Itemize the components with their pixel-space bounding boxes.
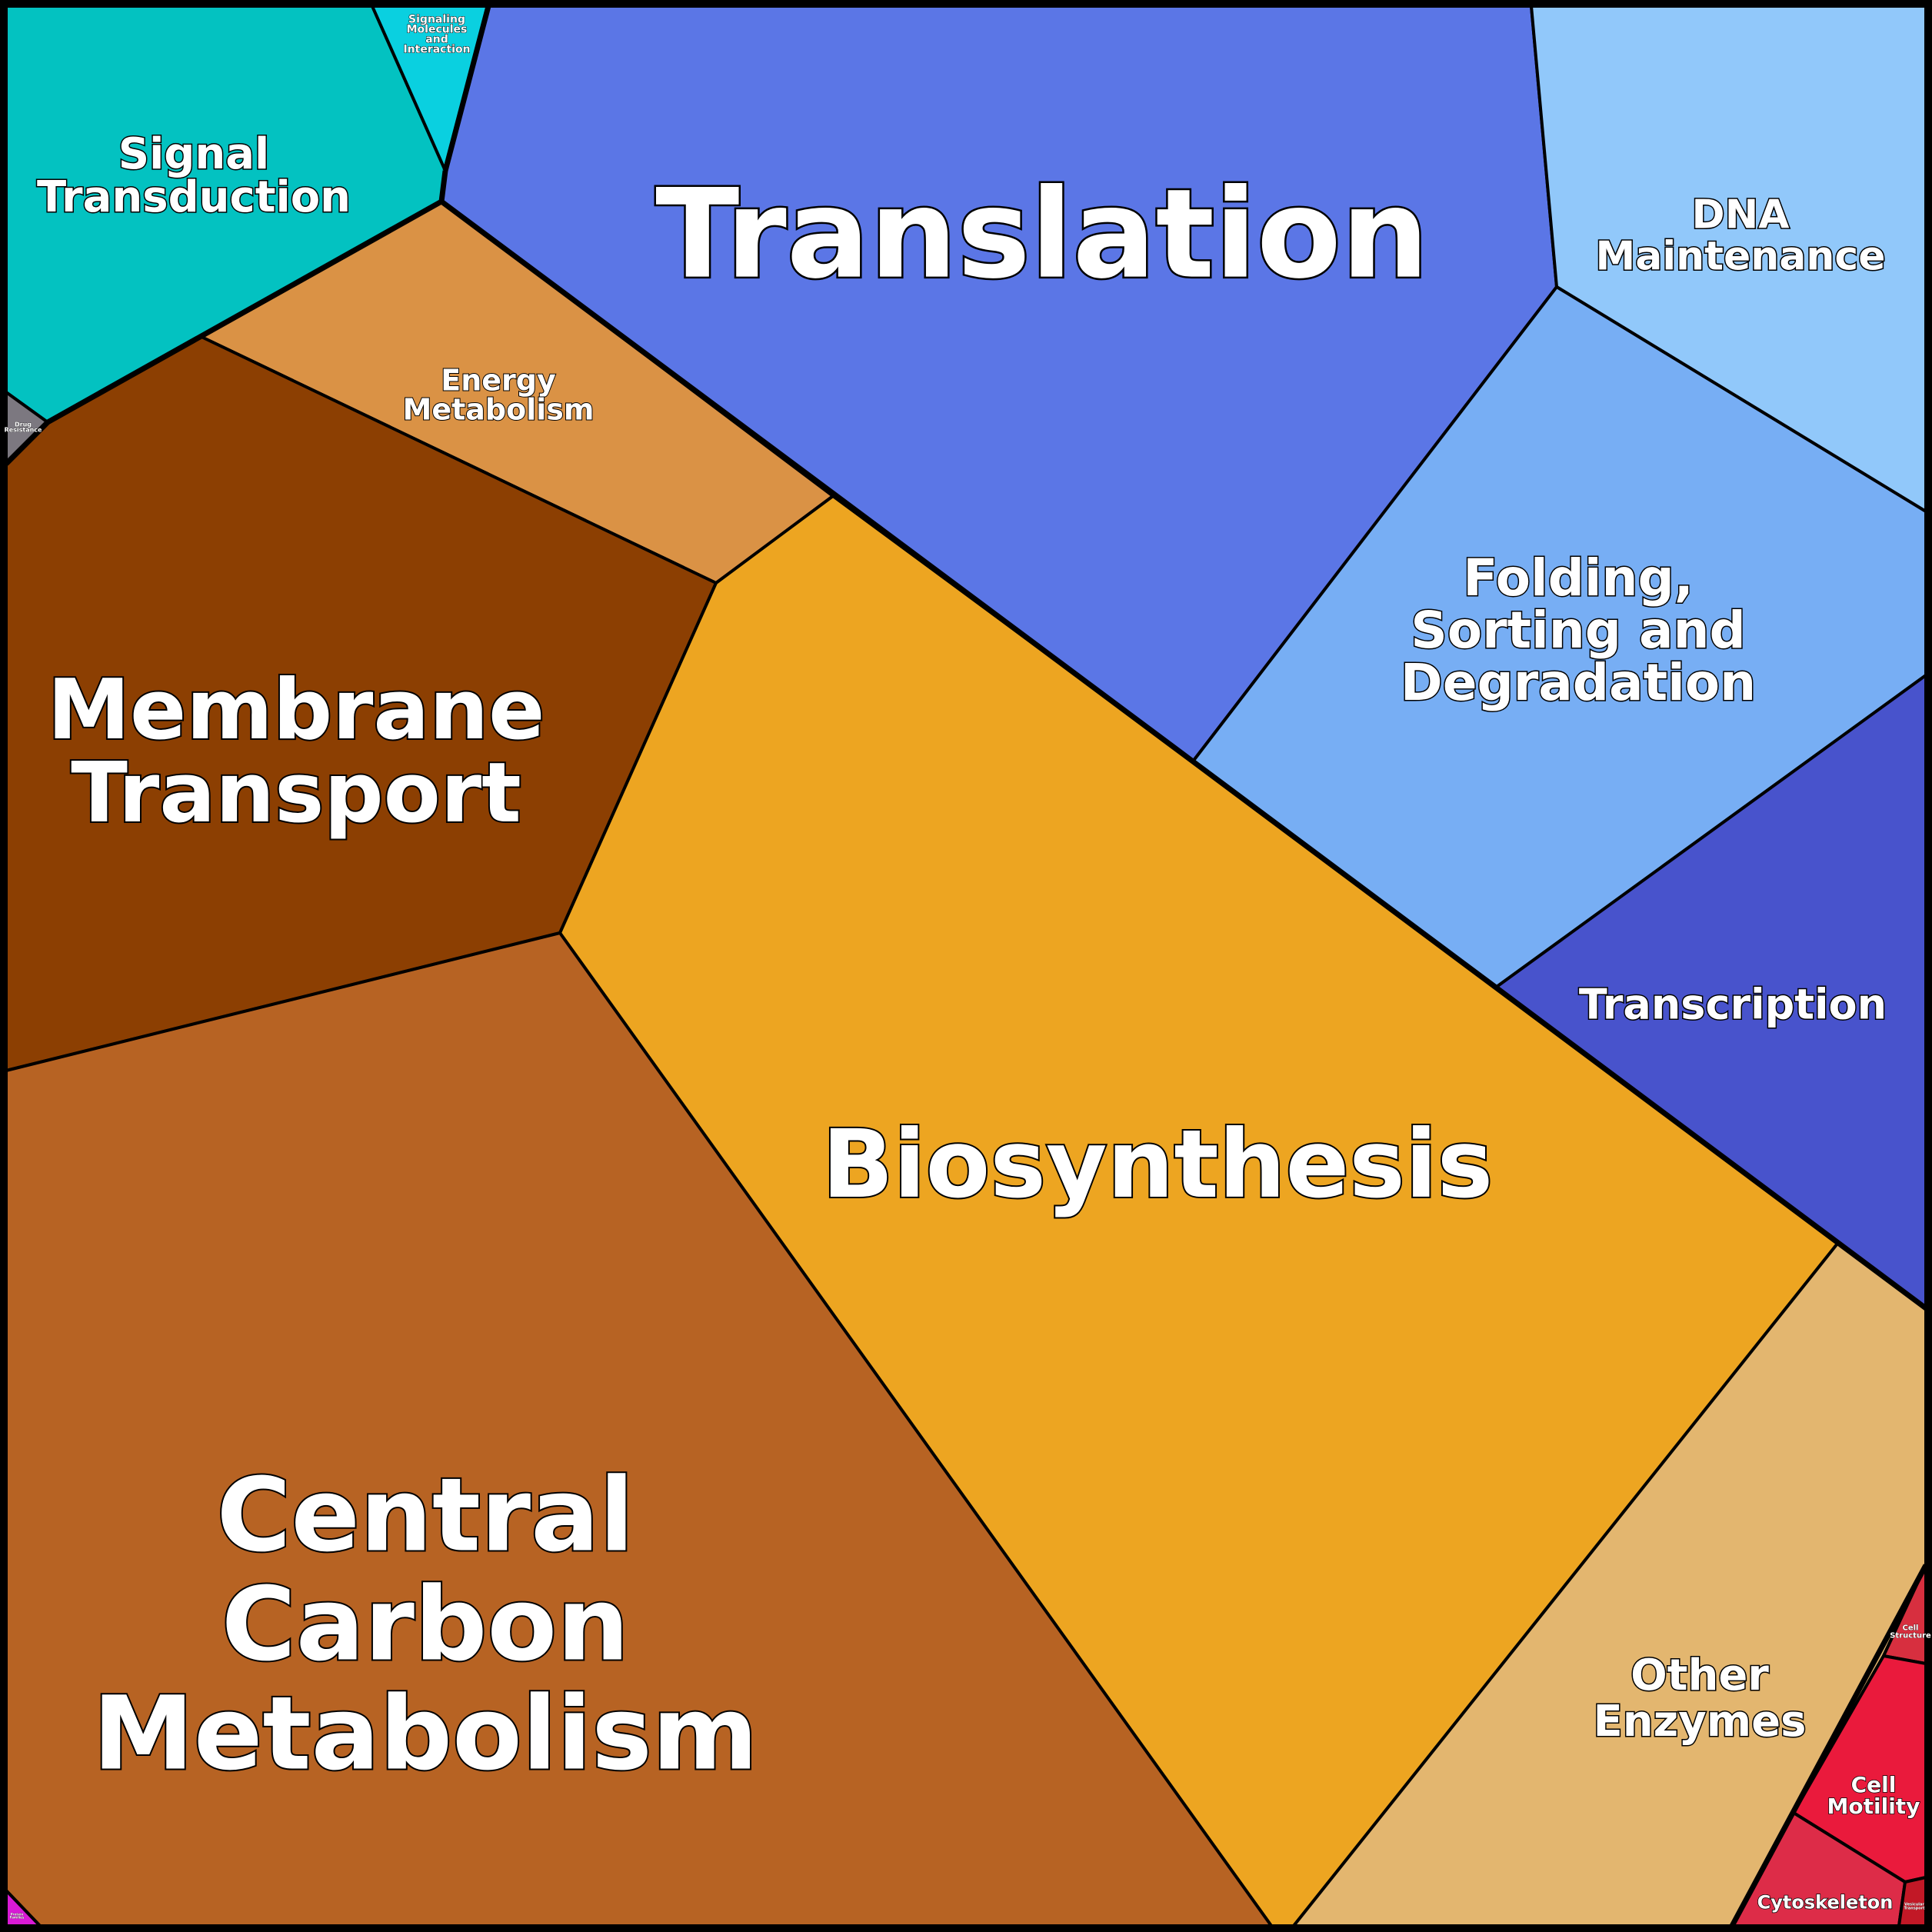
signal-transduction-label: Signal Transduction (37, 129, 351, 222)
magenta-corner-cell-label-line: Families (10, 1915, 25, 1919)
central-carbon-metabolism-label-line: Carbon (222, 1566, 629, 1684)
dna-maintenance-label-line: DNA (1692, 192, 1790, 238)
dna-maintenance-label-line: Maintenance (1595, 234, 1885, 280)
folding-sorting-degradation-label-line: Folding, (1463, 548, 1694, 608)
membrane-transport-label-line: Transport (71, 745, 521, 841)
transcription-label-line: Transcription (1579, 980, 1887, 1028)
biosynthesis-label-line: Biosynthesis (822, 1110, 1494, 1219)
membrane-transport-label-line: Membrane (48, 662, 545, 758)
biosynthesis-label: Biosynthesis (822, 1110, 1494, 1219)
other-enzymes-label-line: Other (1631, 1651, 1769, 1700)
signaling-molecules-label-line: Interaction (403, 44, 470, 56)
transcription-label: Transcription (1579, 980, 1887, 1028)
other-enzymes-label-line: Enzymes (1594, 1697, 1807, 1747)
cell-structure-label-line: Structure (1890, 1632, 1931, 1641)
vesicular-transport-label-line: Vesicular (1904, 1902, 1924, 1907)
cell-motility-label-line: Cell (1851, 1772, 1897, 1797)
energy-metabolism-label-line: Energy (441, 364, 556, 398)
signaling-molecules-label: Signaling Molecules and Interaction (403, 14, 470, 56)
magenta-corner-cell-label: Protein Families (10, 1912, 25, 1919)
cytoskeleton-label: Cytoskeleton (1757, 1892, 1894, 1914)
other-enzymes-label: Other Enzymes (1594, 1651, 1807, 1747)
signal-transduction-label-line: Transduction (37, 172, 351, 222)
folding-sorting-degradation-label-line: Degradation (1401, 653, 1756, 712)
vesicular-transport-label: Vesicular Transport (1904, 1902, 1925, 1910)
group-boundary-line (442, 5, 491, 172)
cell-structure-label: Cell Structure (1890, 1624, 1931, 1641)
cytoskeleton-label-line: Cytoskeleton (1757, 1892, 1894, 1914)
signaling-molecules-label-line: Signaling (408, 14, 465, 26)
cell-motility-label: Cell Motility (1827, 1772, 1920, 1819)
central-carbon-metabolism-label: Central Carbon Metabolism (93, 1457, 758, 1794)
membrane-transport-label: Membrane Transport (48, 662, 545, 841)
drug-resistance-label-line: Drug (15, 421, 32, 428)
dna-maintenance-label: DNA Maintenance (1595, 192, 1885, 280)
energy-metabolism-label: Energy Metabolism (403, 364, 595, 427)
cell-structure-label-line: Cell (1903, 1624, 1919, 1633)
translation-label: Translation (655, 162, 1429, 306)
drug-resistance-label-line: Resistance (5, 426, 43, 433)
group-boundary-line (1729, 1564, 1929, 1927)
signal-transduction-label-line: Signal (118, 129, 269, 179)
folding-sorting-degradation-label-line: Sorting and (1411, 601, 1746, 660)
magenta-corner-cell-label-line: Protein (11, 1912, 24, 1916)
central-carbon-metabolism-label-line: Central (217, 1457, 635, 1575)
vesicular-transport-label-line: Transport (1904, 1906, 1925, 1910)
cell-motility-label-line: Motility (1827, 1794, 1920, 1819)
signaling-molecules-label-line: and (425, 34, 448, 46)
group-boundary-line (4, 170, 448, 466)
central-carbon-metabolism-label-line: Metabolism (93, 1675, 758, 1794)
drug-resistance-label: Drug Resistance (5, 421, 43, 433)
group-boundary-line (439, 199, 1928, 1311)
translation-label-line: Translation (655, 162, 1429, 306)
energy-metabolism-label-line: Metabolism (403, 393, 595, 427)
signaling-molecules-label-line: Molecules (407, 24, 468, 36)
folding-sorting-degradation-label: Folding, Sorting and Degradation (1401, 548, 1756, 712)
